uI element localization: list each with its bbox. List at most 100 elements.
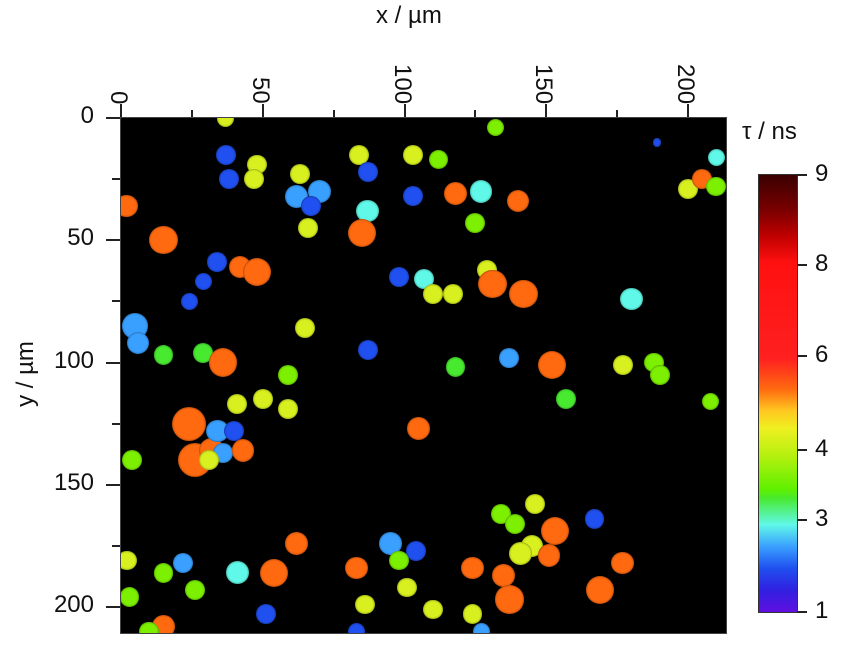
cell-spot (139, 621, 160, 633)
cell-spot (231, 439, 255, 462)
colorbar-tick-label: 8 (815, 249, 829, 277)
cell-spot (172, 406, 207, 441)
cell-spot (301, 196, 321, 216)
x-tick-mark (403, 104, 406, 117)
cell-spot (242, 257, 272, 287)
x-tick-label: 200 (672, 63, 699, 104)
cell-spot (506, 189, 530, 213)
cell-spot (354, 594, 375, 615)
x-tick-mark (261, 104, 264, 117)
cell-spot (206, 419, 229, 443)
y-tick-mark (106, 483, 120, 486)
cell-spot (344, 556, 368, 580)
cell-spot (405, 540, 426, 561)
cell-spot (295, 318, 316, 339)
cell-spot (472, 622, 490, 633)
y-tick-label: 0 (80, 102, 94, 129)
y-tick-label: 50 (67, 224, 94, 252)
cell-spot (298, 218, 319, 238)
x-tick-mark (545, 104, 548, 117)
cell-spot (428, 149, 449, 170)
y-tick-mark (106, 239, 120, 242)
cell-spot (357, 340, 378, 361)
colorbar-tick-label: 3 (815, 505, 829, 533)
cell-spot (126, 331, 150, 355)
cell-spot (225, 561, 249, 585)
x-axis-title: x / µm (376, 2, 442, 29)
cell-spot (347, 622, 365, 633)
cell-spot (486, 119, 504, 137)
cell-spot (198, 450, 219, 471)
cell-spot (349, 144, 370, 165)
y-tick-mark (106, 361, 120, 364)
cell-spot (378, 532, 402, 555)
cell-spot (445, 357, 466, 378)
cell-spot (469, 180, 493, 203)
cell-spot (619, 287, 643, 311)
cell-spot (173, 553, 194, 573)
cell-spot (585, 575, 615, 605)
colorbar-title: τ / ns (742, 118, 797, 145)
x-minor-tick (474, 110, 477, 117)
cell-spot (217, 118, 235, 127)
cell-spot (461, 556, 484, 580)
cell-spot (492, 563, 516, 587)
cell-spot (407, 417, 430, 440)
x-tick-label: 50 (246, 77, 274, 104)
y-tick-label: 200 (53, 591, 94, 618)
cell-spot (121, 587, 140, 608)
cell-spot (224, 421, 245, 441)
colorbar (758, 174, 798, 613)
cell-spot (462, 604, 483, 625)
cell-spot (244, 169, 265, 190)
cell-spot (153, 345, 174, 366)
cell-spot (611, 551, 635, 575)
cell-spot (556, 389, 577, 410)
cell-spot (403, 186, 423, 207)
cell-spot (218, 169, 239, 190)
y-tick-label: 100 (53, 346, 94, 374)
cell-spot (442, 284, 463, 304)
colorbar-tick-mark (797, 174, 807, 176)
x-tick-label: 150 (530, 63, 558, 104)
lifetime-image (120, 117, 727, 634)
colorbar-tick-label: 1 (815, 597, 829, 624)
cell-spot (524, 494, 545, 515)
cell-spot (403, 144, 423, 165)
cell-spot (612, 355, 633, 375)
cell-spot (444, 182, 467, 206)
cell-spot (707, 148, 725, 166)
cell-spot (584, 509, 605, 529)
cell-spot (537, 350, 567, 380)
cell-spot (499, 347, 520, 368)
cell-spot (193, 342, 214, 363)
x-tick-mark (687, 104, 689, 117)
cell-spot (289, 164, 310, 185)
y-tick-label: 150 (53, 468, 94, 496)
x-tick-label: 0 (105, 90, 132, 104)
colorbar-tick-mark (797, 449, 807, 452)
y-minor-tick (112, 300, 120, 303)
colorbar-tick-mark (797, 355, 807, 358)
cell-spot (121, 194, 139, 218)
cell-spot (252, 389, 273, 410)
colorbar-tick-mark (797, 263, 807, 266)
cell-spot (122, 450, 143, 471)
cell-spot (465, 213, 486, 234)
cell-spot (422, 284, 443, 304)
cell-spot (278, 399, 299, 419)
cell-spot (540, 517, 569, 546)
y-minor-tick (112, 178, 120, 181)
cell-spot (227, 394, 248, 414)
cell-spot (149, 226, 178, 255)
cell-spot (495, 585, 524, 614)
cell-spot (702, 393, 720, 411)
cell-spot (153, 562, 174, 583)
cell-spot (537, 544, 561, 567)
cell-spot (706, 176, 726, 197)
cell-spot (215, 144, 236, 165)
cell-spot (208, 348, 238, 377)
cell-spot (255, 604, 276, 625)
colorbar-tick-label: 9 (815, 160, 829, 187)
cell-spot (509, 541, 533, 565)
